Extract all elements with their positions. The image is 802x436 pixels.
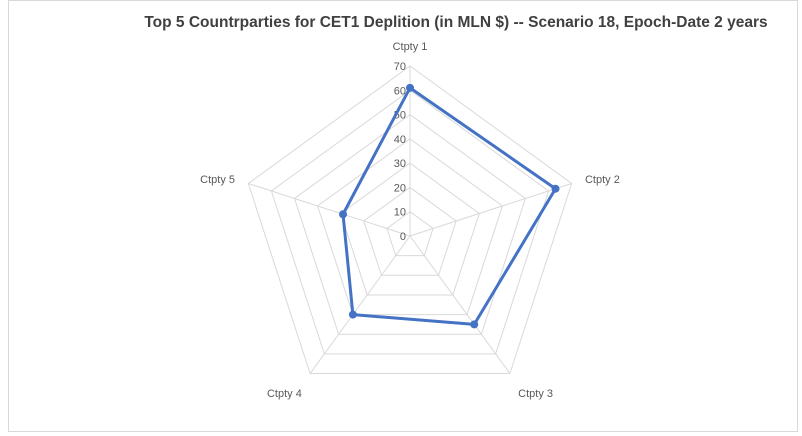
grid-ring bbox=[340, 162, 480, 296]
category-label: Ctpty 2 bbox=[585, 174, 620, 186]
data-point bbox=[406, 83, 414, 92]
data-point bbox=[470, 320, 479, 329]
grid-spoke bbox=[248, 182, 411, 237]
category-label: Ctpty 5 bbox=[200, 174, 235, 186]
grid-ring bbox=[386, 211, 434, 257]
tick-label: 60 bbox=[394, 85, 406, 97]
category-labels: Ctpty 1 Ctpty 2 Ctpty 3 Ctpty 4 Ctpty 5 bbox=[200, 41, 620, 400]
grid-spoke bbox=[409, 235, 511, 374]
series-layer bbox=[339, 83, 560, 329]
tick-label: 70 bbox=[394, 61, 406, 73]
tick-label: 0 bbox=[400, 231, 406, 243]
category-label: Ctpty 3 bbox=[518, 388, 553, 400]
chart-area bbox=[8, 0, 798, 432]
grid-spoke bbox=[309, 235, 411, 374]
chart-title: Top 5 Countrparties for CET1 Deplition (… bbox=[144, 14, 768, 31]
radar-grid bbox=[247, 65, 573, 375]
series-line bbox=[341, 86, 558, 326]
grid-ring bbox=[363, 186, 457, 276]
data-point bbox=[551, 184, 560, 193]
tick-label: 40 bbox=[394, 134, 406, 146]
grid-ring bbox=[270, 89, 550, 355]
tick-label: 20 bbox=[394, 182, 406, 194]
grid-spoke bbox=[409, 182, 572, 237]
tick-label: 10 bbox=[394, 207, 406, 219]
data-point bbox=[339, 210, 348, 219]
category-label: Ctpty 1 bbox=[393, 41, 428, 53]
grid-ring bbox=[317, 138, 503, 316]
tick-label: 30 bbox=[394, 158, 406, 170]
category-label: Ctpty 4 bbox=[267, 388, 302, 400]
grid-ring bbox=[293, 113, 527, 335]
data-point bbox=[348, 310, 357, 319]
grid-ring bbox=[247, 65, 573, 375]
